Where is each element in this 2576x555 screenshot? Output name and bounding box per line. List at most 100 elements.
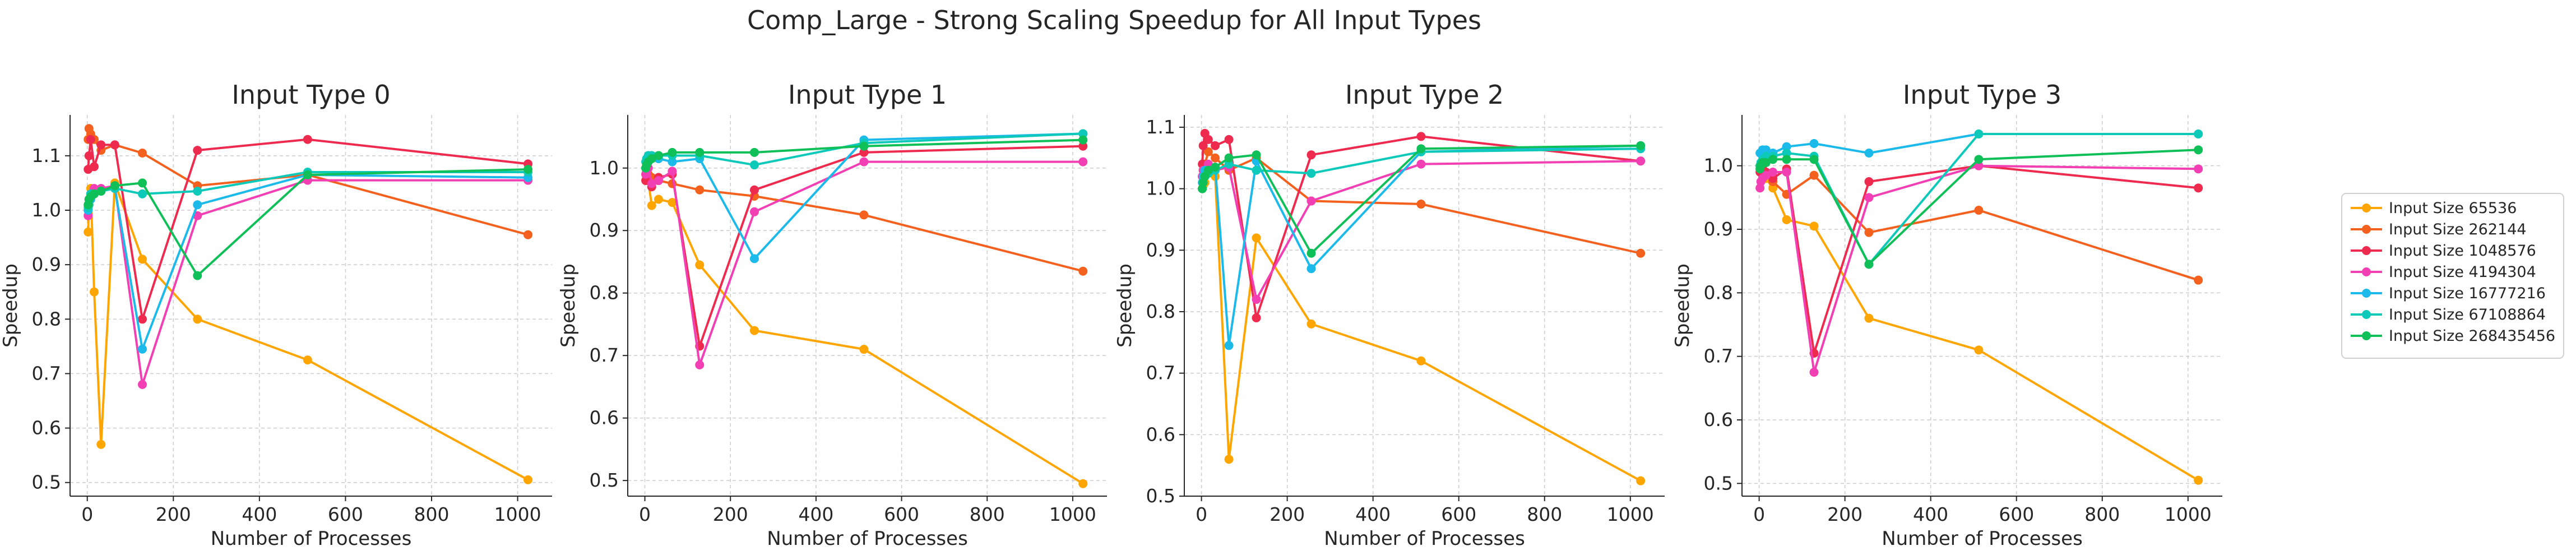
data-point — [1809, 368, 1819, 377]
data-point — [2194, 275, 2203, 285]
x-tick-label: 200 — [156, 503, 191, 525]
data-point — [749, 207, 759, 216]
data-point — [1974, 206, 1984, 215]
x-axis-label: Number of Processes — [1882, 528, 2083, 550]
data-point — [1761, 145, 1771, 155]
panel-title: Input Type 1 — [788, 80, 947, 110]
data-point — [1306, 248, 1316, 258]
data-point — [193, 146, 202, 155]
y-tick-label: 1.0 — [590, 157, 619, 179]
panel-0: 0 200 400 600 800 1000 0.5 0.6 0.7 0.8 0.9 1.0 1.1 In… — [0, 80, 552, 550]
data-point — [303, 355, 312, 365]
data-point — [859, 157, 869, 166]
y-axis-label: Speedup — [0, 263, 22, 348]
panel-2: 0 200 400 600 800 1000 0.5 0.6 0.7 0.8 0.9 1.0 1.1 In… — [1114, 80, 1665, 550]
x-axis-label: Number of Processes — [211, 528, 412, 550]
data-point — [1078, 479, 1088, 488]
series-input-size-1048576 — [1198, 128, 1646, 322]
data-point — [1809, 155, 1819, 164]
x-tick-label: 1000 — [2165, 503, 2212, 525]
series-input-size-4194304 — [1755, 161, 2203, 377]
data-point — [1306, 150, 1316, 160]
series-input-size-268435456 — [1198, 141, 1646, 258]
y-tick-label: 0.9 — [1704, 218, 1733, 240]
panel-3: 0 200 400 600 800 1000 0.5 0.6 0.7 0.8 0.9 1.0 Input… — [1671, 80, 2222, 550]
data-point — [695, 147, 705, 157]
legend-entry: Input Size 16777216 — [2389, 285, 2546, 302]
legend-entry: Input Size 262144 — [2389, 221, 2527, 238]
y-axis-label: Speedup — [1671, 263, 1694, 348]
data-point — [193, 314, 202, 324]
data-point — [1974, 345, 1984, 355]
data-point — [859, 345, 869, 354]
y-tick-label: 0.5 — [32, 471, 61, 493]
panel-title: Input Type 0 — [231, 80, 390, 110]
x-tick-label: 400 — [798, 503, 833, 525]
data-point — [86, 135, 95, 144]
data-point — [1416, 159, 1426, 169]
data-point — [1203, 165, 1213, 175]
legend-swatch-marker — [2362, 225, 2371, 234]
data-point — [1078, 266, 1088, 276]
y-tick-label: 1.1 — [1146, 116, 1175, 138]
data-point — [2194, 183, 2203, 193]
series-input-size-4194304 — [641, 157, 1088, 369]
x-tick-label: 400 — [1913, 503, 1948, 525]
data-point — [84, 151, 94, 160]
data-point — [1782, 155, 1791, 164]
data-point — [1782, 215, 1791, 224]
legend-swatch-marker — [2362, 246, 2371, 255]
data-point — [2194, 145, 2203, 155]
data-point — [1198, 141, 1208, 150]
data-point — [668, 157, 677, 166]
y-axis-label: Speedup — [1114, 263, 1136, 348]
data-point — [1252, 150, 1261, 160]
data-point — [1211, 141, 1220, 150]
x-tick-label: 1000 — [1049, 503, 1096, 525]
series-input-size-262144 — [1755, 161, 2203, 285]
data-point — [1203, 135, 1213, 144]
x-tick-label: 0 — [1196, 503, 1207, 525]
y-tick-label: 0.5 — [590, 469, 619, 491]
x-tick-label: 600 — [884, 503, 919, 525]
data-point — [1416, 132, 1426, 141]
data-point — [138, 314, 147, 324]
legend-entry: Input Size 67108864 — [2389, 306, 2546, 323]
x-tick-label: 1000 — [494, 503, 541, 525]
legend-swatch-marker — [2362, 267, 2371, 276]
x-tick-label: 800 — [2084, 503, 2120, 525]
x-tick-label: 0 — [81, 503, 93, 525]
x-tick-label: 800 — [970, 503, 1005, 525]
data-point — [2194, 130, 2203, 138]
y-tick-label: 1.0 — [1704, 155, 1733, 177]
data-point — [138, 149, 147, 158]
data-point — [695, 185, 705, 195]
y-tick-label: 0.6 — [590, 407, 619, 429]
data-point — [523, 165, 532, 174]
legend: Input Size 65536 Input Size 262144 Input S… — [2341, 193, 2564, 359]
y-tick-label: 0.7 — [32, 362, 61, 384]
data-point — [193, 271, 202, 280]
data-point — [1078, 141, 1088, 151]
data-point — [1864, 193, 1874, 202]
data-point — [1864, 228, 1874, 237]
data-point — [1224, 341, 1234, 350]
data-point — [1768, 168, 1778, 177]
x-tick-label: 800 — [1527, 503, 1562, 525]
data-point — [668, 147, 677, 157]
data-point — [1636, 141, 1646, 150]
series-input-size-262144 — [641, 163, 1088, 276]
x-tick-label: 600 — [1441, 503, 1476, 525]
series-input-size-268435456 — [1755, 145, 2203, 269]
series-line — [87, 182, 529, 481]
series-line — [645, 168, 1083, 272]
data-point — [1416, 144, 1426, 154]
x-axis-label: Number of Processes — [767, 528, 968, 550]
legend-entry: Input Size 1048576 — [2389, 242, 2536, 260]
data-point — [1974, 130, 1984, 138]
legend-swatch-marker — [2362, 310, 2371, 319]
data-point — [695, 260, 705, 270]
data-point — [1768, 155, 1778, 164]
data-point — [749, 326, 759, 335]
